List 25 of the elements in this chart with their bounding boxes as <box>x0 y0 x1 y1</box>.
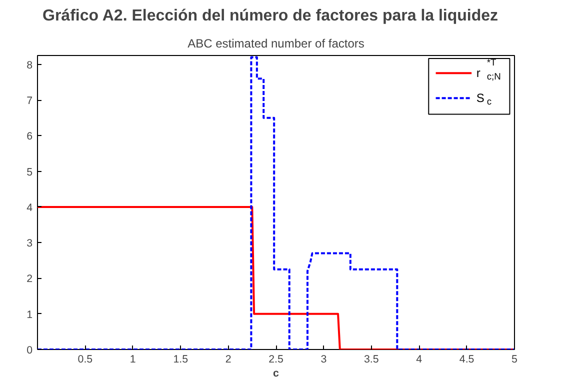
legend-label: Sc <box>476 91 492 107</box>
x-tick-label: 1 <box>130 354 136 366</box>
x-axis-title: c <box>273 368 280 380</box>
chart-subtitle: ABC estimated number of factors <box>188 36 364 50</box>
line-series <box>38 56 514 350</box>
x-tick-label: 0.5 <box>78 354 93 366</box>
legend-label: r*Tc;N <box>476 57 501 82</box>
y-tick-label: 6 <box>26 130 33 143</box>
chart-title: Gráfico A2. Elección del número de factores para la liquidez <box>42 8 498 24</box>
x-tick-label: 3.5 <box>364 354 379 366</box>
y-tick-label: 4 <box>26 202 33 214</box>
y-tick-label: 1 <box>26 308 33 321</box>
x-tick-label: 2.5 <box>268 354 284 366</box>
x-tick-label: 5 <box>512 354 518 366</box>
x-tick-label: 3 <box>320 354 327 366</box>
y-tick-label: 5 <box>26 166 33 178</box>
y-tick-label: 8 <box>26 59 33 72</box>
y-tick-label: 7 <box>26 95 33 108</box>
x-tick-label: 2 <box>225 354 232 366</box>
x-tick-label: 4.5 <box>459 354 474 366</box>
y-tick-label: 3 <box>26 238 33 250</box>
y-tick-label: 2 <box>26 273 33 286</box>
x-tick-label: 1.5 <box>173 354 188 366</box>
y-tick-label: 0 <box>26 344 33 356</box>
x-tick-label: 4 <box>416 354 422 366</box>
